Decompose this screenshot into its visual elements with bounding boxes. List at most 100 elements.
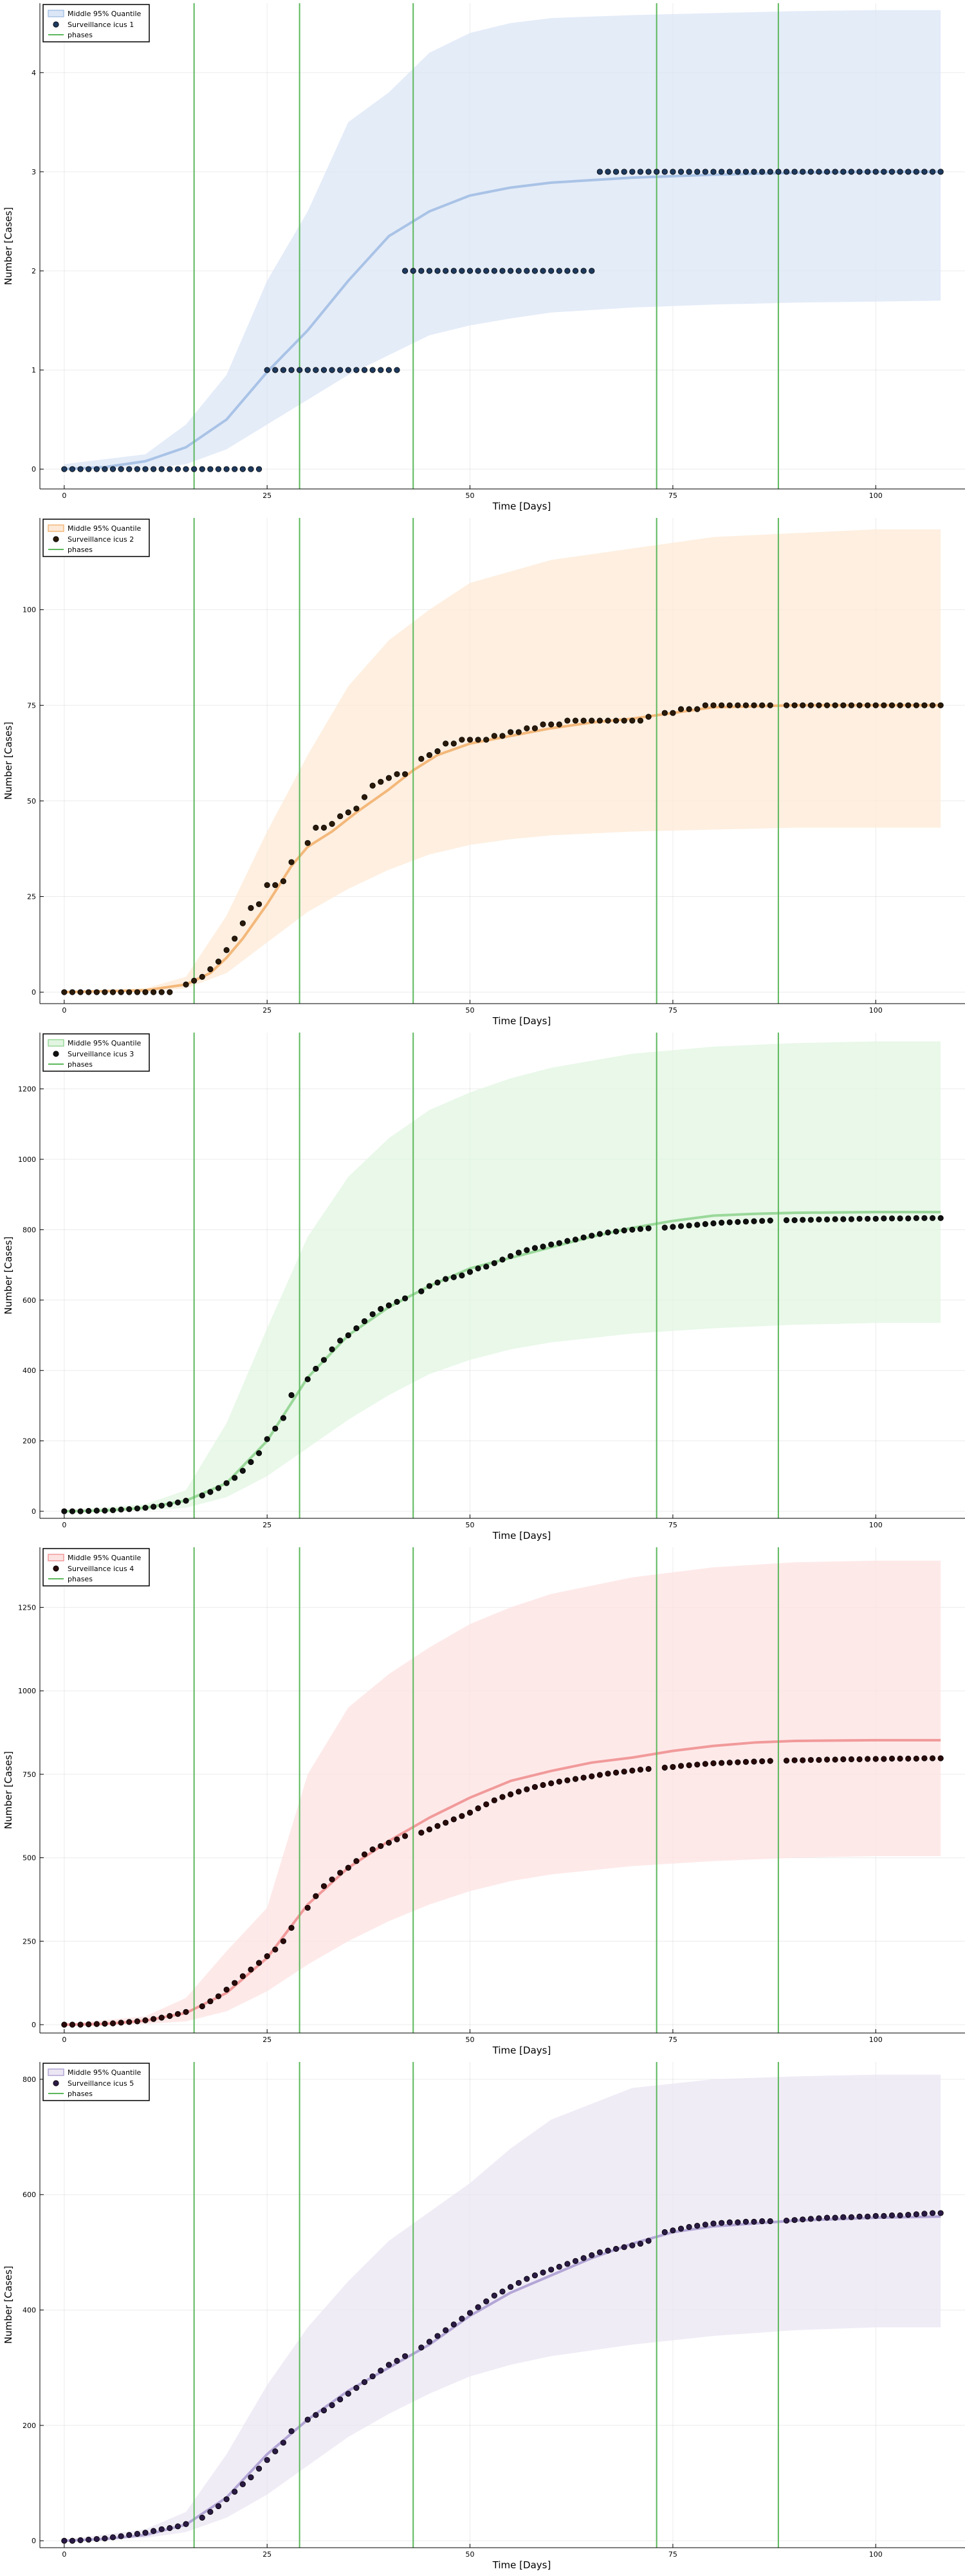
observation-point (832, 2214, 838, 2221)
observation-point (434, 748, 441, 755)
observation-point (61, 2537, 68, 2544)
x-tick-label: 25 (262, 492, 271, 500)
observation-point (499, 1794, 506, 1800)
legend-observation-label: Surveillance icus 4 (68, 1565, 134, 1573)
y-tick-label: 100 (23, 606, 36, 614)
observation-point (670, 710, 676, 716)
observation-point (881, 169, 887, 175)
observation-point (142, 2530, 149, 2536)
observation-point (337, 2396, 344, 2403)
observation-point (872, 702, 879, 708)
observation-point (223, 1986, 230, 1993)
observation-point (621, 2244, 627, 2250)
observation-point (515, 729, 522, 735)
x-tick-label: 50 (466, 1006, 475, 1015)
observation-point (329, 820, 335, 827)
observation-point (69, 989, 76, 995)
y-tick-label: 200 (23, 2422, 36, 2430)
observation-point (183, 2521, 189, 2527)
observation-point (751, 2218, 757, 2225)
observation-point (612, 169, 620, 175)
observation-point (645, 169, 652, 175)
observation-point (531, 2272, 538, 2279)
observation-point (232, 935, 238, 942)
observation-point (134, 989, 140, 995)
observation-point (629, 717, 636, 724)
observation-point (109, 989, 116, 995)
observation-point (580, 1234, 587, 1241)
observation-point (232, 466, 238, 472)
observation-point (466, 268, 473, 274)
observation-point (726, 1219, 733, 1226)
observation-point (483, 1801, 490, 1808)
quantile-band (64, 1041, 941, 1512)
observation-point (589, 717, 595, 724)
observation-point (929, 1215, 936, 1221)
observation-point (508, 1791, 514, 1798)
observation-point (466, 1269, 473, 1275)
observation-point (353, 367, 360, 373)
observation-point (255, 466, 262, 472)
observation-point (434, 268, 441, 274)
observation-point (921, 1755, 928, 1762)
observation-point (207, 2508, 214, 2516)
observation-point (434, 2333, 441, 2339)
quantile-band (64, 10, 941, 470)
observation-point (248, 1458, 254, 1466)
observation-point (86, 989, 92, 995)
observation-point (280, 1938, 287, 1944)
observation-point (134, 2018, 140, 2025)
observation-point (207, 966, 214, 973)
observation-point (353, 2385, 360, 2391)
observation-point (937, 2210, 944, 2216)
x-tick-label: 25 (262, 1006, 271, 1015)
observation-point (823, 702, 831, 708)
legend-band-label: Middle 95% Quantile (68, 1554, 142, 1562)
observation-point (158, 989, 165, 995)
observation-point (255, 1960, 262, 1966)
observation-point (239, 1467, 246, 1474)
observation-point (280, 1415, 287, 1421)
observation-point (718, 2220, 725, 2226)
observation-point (239, 920, 246, 926)
observation-point (589, 268, 595, 274)
observation-point (255, 901, 262, 908)
observation-point (710, 702, 717, 708)
observation-point (109, 2020, 116, 2027)
observation-point (589, 2252, 595, 2258)
x-tick-label: 75 (668, 2036, 677, 2044)
observation-point (199, 466, 205, 472)
observation-point (670, 169, 676, 175)
observation-point (264, 367, 270, 373)
observation-point (183, 2009, 189, 2015)
x-tick-label: 100 (869, 2036, 883, 2044)
observation-point (694, 2223, 701, 2229)
observation-point (215, 1485, 222, 1491)
panel-2: 0 25 50 75 100 0 25 50 75 100 Time [Days] Number [C… (3, 518, 965, 1027)
observation-point (524, 268, 530, 274)
observation-point (572, 717, 579, 724)
observation-point (677, 169, 685, 175)
observation-point (694, 169, 701, 175)
observation-point (759, 1758, 766, 1765)
observation-point (450, 1274, 457, 1280)
observation-point (329, 1346, 335, 1352)
observation-point (848, 1216, 855, 1222)
y-tick-label: 1000 (18, 1155, 36, 1164)
observation-point (751, 1758, 757, 1765)
observation-point (418, 755, 425, 762)
mean-line (64, 2215, 941, 2543)
legend: Middle 95% Quantile Surveillance icus 2 ph… (42, 519, 150, 557)
observation-point (77, 989, 84, 995)
observation-point (491, 268, 497, 274)
observation-point (207, 1998, 214, 2005)
observation-point (443, 2327, 449, 2333)
observation-point (759, 169, 766, 175)
observation-point (905, 1755, 912, 1762)
observation-point (329, 1876, 335, 1882)
observation-point (718, 1219, 725, 1226)
observation-point (929, 2210, 936, 2216)
legend-band-label: Middle 95% Quantile (68, 2068, 142, 2077)
y-tick-label: 400 (23, 1366, 36, 1375)
observation-point (134, 1505, 140, 1512)
